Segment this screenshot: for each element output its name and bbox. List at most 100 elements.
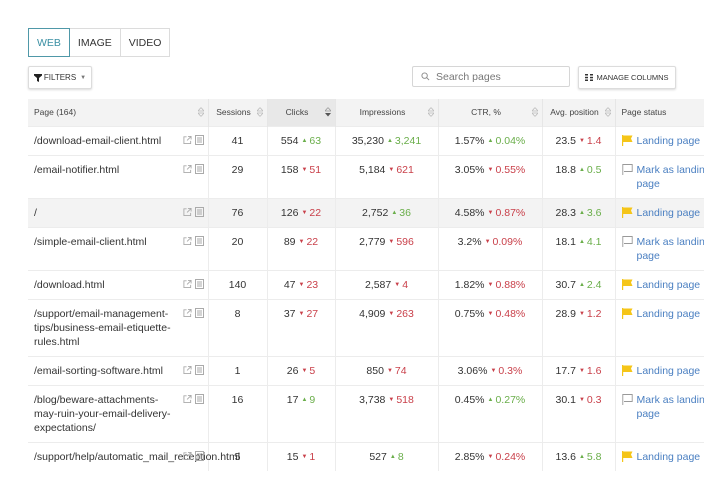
ctr-cell: 0.75% ▼ 0.48% <box>438 298 543 356</box>
impressions-cell: 3,738 ▼ 518 <box>335 384 439 442</box>
page-details-icon[interactable] <box>194 163 204 174</box>
sessions-cell: 140 <box>208 269 268 299</box>
sort-icon <box>531 107 538 117</box>
external-link-icon[interactable] <box>182 236 192 246</box>
trend-down-icon: ▼ <box>487 310 494 317</box>
impressions-cell: 2,587 ▼ 4 <box>335 269 439 299</box>
page-status-link[interactable]: Landing page <box>621 364 704 378</box>
trend-down-icon: ▼ <box>487 209 494 216</box>
page-details-icon[interactable] <box>194 206 204 217</box>
trend-down-icon: ▼ <box>386 367 393 374</box>
avg-position-cell: 18.1 ▲ 4.1 <box>542 226 616 270</box>
search-type-tabs: WEB IMAGE VIDEO <box>28 28 171 57</box>
page-url[interactable]: /email-notifier.html <box>34 163 120 176</box>
page-details-icon[interactable] <box>194 364 204 375</box>
external-link-icon[interactable] <box>182 164 192 174</box>
trend-down-icon: ▼ <box>487 281 494 288</box>
page-status-link[interactable]: Landing page <box>621 134 704 148</box>
page-url[interactable]: /simple-email-client.html <box>34 235 147 248</box>
page-url[interactable]: /blog/beware-attachments-may-ruin-your-e… <box>34 393 171 434</box>
table-row: /simple-email-client.html 20 89 ▼ 22 2,779… <box>28 226 704 270</box>
avg-position-cell: 23.5 ▼ 1.4 <box>542 125 616 155</box>
tab-image[interactable]: IMAGE <box>68 28 121 57</box>
page-details-icon[interactable] <box>194 307 204 318</box>
search-input[interactable] <box>436 70 566 83</box>
trend-down-icon: ▼ <box>487 166 494 173</box>
flag-outline-icon <box>621 393 633 405</box>
external-link-icon[interactable] <box>182 207 192 217</box>
external-link-icon[interactable] <box>182 394 192 404</box>
page-url[interactable]: /support/help/automatic_mail_reception.h… <box>34 450 241 463</box>
external-link-icon[interactable] <box>182 365 192 375</box>
clicks-cell: 89 ▼ 22 <box>267 226 336 270</box>
page-details-icon[interactable] <box>194 278 204 289</box>
page-details-icon[interactable] <box>194 393 204 404</box>
page-status-link[interactable]: Landing page <box>621 450 704 464</box>
page-details-icon[interactable] <box>194 134 204 145</box>
external-link-icon[interactable] <box>182 308 192 318</box>
sessions-cell: 20 <box>208 226 268 270</box>
page-status-link[interactable]: Landing page <box>621 278 704 292</box>
page-status-cell: Landing page <box>615 197 704 227</box>
table-row: /download-email-client.html 41 554 ▲ 63 35… <box>28 125 704 155</box>
column-header-avg-position[interactable]: Avg. position <box>542 99 616 126</box>
tab-video[interactable]: VIDEO <box>119 28 171 57</box>
column-header-impressions[interactable]: Impressions <box>335 99 439 126</box>
table-row: /blog/beware-attachments-may-ruin-your-e… <box>28 384 704 442</box>
page-status-link[interactable]: Mark as landing page <box>621 163 704 191</box>
page-url[interactable]: /support/email-management-tips/business-… <box>34 307 171 348</box>
page-status-link[interactable]: Mark as landing page <box>621 393 704 421</box>
page-cell: /download-email-client.html <box>28 125 209 155</box>
page-cell: / <box>28 197 209 227</box>
trend-down-icon: ▼ <box>578 310 585 317</box>
page-url[interactable]: /download-email-client.html <box>34 134 162 147</box>
impressions-cell: 2,779 ▼ 596 <box>335 226 439 270</box>
external-link-icon[interactable] <box>182 451 192 461</box>
page-status-link[interactable]: Mark as landing page <box>621 235 704 263</box>
page-status-link[interactable]: Landing page <box>621 307 704 321</box>
trend-down-icon: ▼ <box>487 453 494 460</box>
tab-web[interactable]: WEB <box>28 28 70 57</box>
trend-down-icon: ▼ <box>388 396 395 403</box>
column-header-ctr[interactable]: CTR, % <box>438 99 543 126</box>
page-details-icon[interactable] <box>194 235 204 246</box>
avg-position-cell: 28.9 ▼ 1.2 <box>542 298 616 356</box>
page-details-icon[interactable] <box>194 450 204 461</box>
page-status-cell: Mark as landing page <box>615 226 704 270</box>
clicks-cell: 26 ▼ 5 <box>267 355 336 385</box>
pages-table: Page (164) Sessions Clicks Impressions C… <box>28 99 704 471</box>
impressions-cell: 2,752 ▲ 36 <box>335 197 439 227</box>
column-header-sessions[interactable]: Sessions <box>208 99 268 126</box>
filters-button[interactable]: FILTERS ▼ <box>28 66 92 89</box>
sessions-cell: 16 <box>208 384 268 442</box>
avg-position-cell: 30.7 ▲ 2.4 <box>542 269 616 299</box>
trend-down-icon: ▼ <box>394 281 401 288</box>
sort-icon <box>427 107 434 117</box>
sessions-cell: 1 <box>208 355 268 385</box>
page-url[interactable]: /email-sorting-software.html <box>34 364 163 377</box>
trend-up-icon: ▲ <box>487 137 494 144</box>
ctr-cell: 0.45% ▲ 0.27% <box>438 384 543 442</box>
ctr-cell: 3.05% ▼ 0.55% <box>438 154 543 198</box>
flag-filled-icon <box>621 450 632 462</box>
external-link-icon[interactable] <box>182 279 192 289</box>
column-header-page[interactable]: Page (164) <box>28 99 209 126</box>
flag-filled-icon <box>621 278 632 290</box>
page-url[interactable]: /download.html <box>34 278 105 291</box>
trend-down-icon: ▼ <box>388 238 395 245</box>
page-url[interactable]: / <box>34 206 37 219</box>
column-header-clicks[interactable]: Clicks <box>267 99 336 126</box>
table-row: /email-notifier.html 29 158 ▼ 51 5,184 ▼ 621… <box>28 154 704 198</box>
page-status-cell: Landing page <box>615 125 704 155</box>
avg-position-cell: 18.8 ▲ 0.5 <box>542 154 616 198</box>
clicks-cell: 17 ▲ 9 <box>267 384 336 442</box>
flag-filled-icon <box>621 134 632 146</box>
page-status-link[interactable]: Landing page <box>621 206 704 220</box>
page-cell: /email-sorting-software.html <box>28 355 209 385</box>
manage-columns-button[interactable]: MANAGE COLUMNS <box>578 66 676 89</box>
search-pages-field[interactable] <box>412 66 570 87</box>
trend-down-icon: ▼ <box>578 137 585 144</box>
trend-up-icon: ▲ <box>578 281 585 288</box>
external-link-icon[interactable] <box>182 135 192 145</box>
sort-icon <box>256 107 263 117</box>
